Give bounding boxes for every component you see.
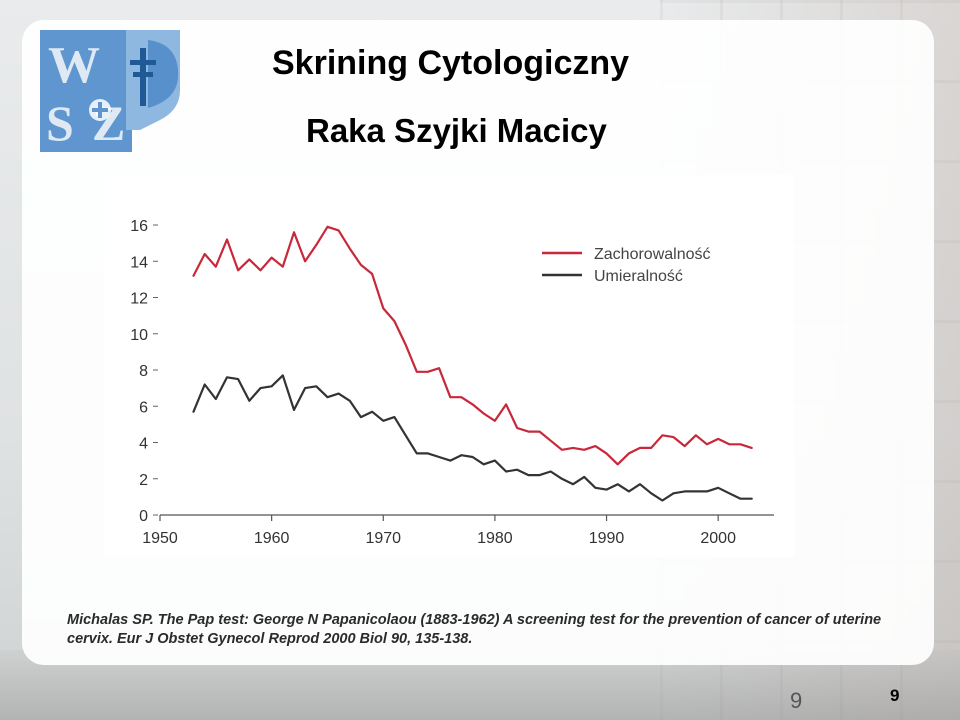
legend-label: Umieralność <box>594 268 683 285</box>
y-tick-label: 16 <box>130 218 148 235</box>
svg-text:W: W <box>48 37 100 94</box>
series-line-incidence <box>192 225 753 466</box>
y-tick-label: 4 <box>139 436 148 453</box>
series-line-mortality <box>192 374 753 502</box>
x-tick-label: 1950 <box>142 530 178 547</box>
x-tick-label: 2000 <box>700 530 736 547</box>
svg-text:S: S <box>46 95 74 151</box>
slide-title: Skrining Cytologiczny <box>272 44 630 82</box>
y-tick-label: 0 <box>139 508 148 525</box>
slide-subtitle: Raka Szyjki Macicy <box>306 112 607 149</box>
y-tick-label: 14 <box>130 254 148 271</box>
y-tick-label: 8 <box>139 363 148 380</box>
slide-number-footer: 9 <box>790 688 803 713</box>
line-chart: 0 2 4 6 8 10 12 14 16 1950 1960 1970 1980 1990 2000 Zac… <box>104 175 794 557</box>
slide-number: 9 <box>890 686 900 705</box>
institution-logo: W S Z <box>40 30 180 156</box>
citation-text: Michalas SP. The Pap test: George N Papa… <box>67 612 882 647</box>
y-tick-label: 6 <box>139 399 148 416</box>
y-tick-label: 10 <box>130 327 148 344</box>
legend-label: Zachorowalność <box>594 246 711 263</box>
x-tick-label: 1960 <box>254 530 290 547</box>
x-tick-label: 1980 <box>477 530 513 547</box>
y-tick-label: 12 <box>130 291 148 308</box>
x-tick-label: 1990 <box>589 530 625 547</box>
x-tick-label: 1970 <box>365 530 401 547</box>
y-tick-label: 2 <box>139 472 148 489</box>
